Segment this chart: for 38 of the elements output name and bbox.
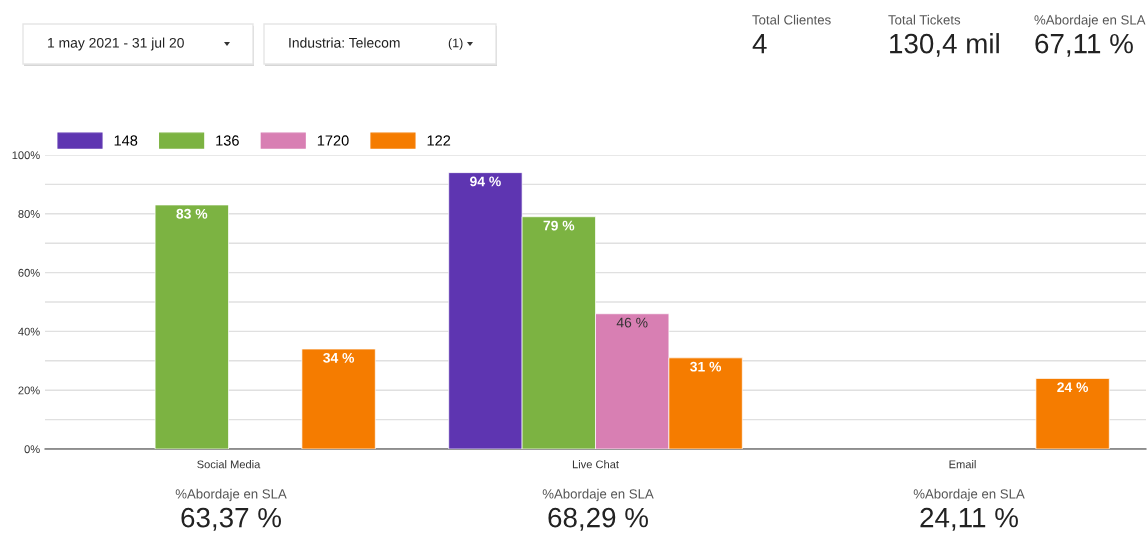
y-tick-label: 0%: [24, 445, 40, 454]
data-label: 79 %: [543, 220, 575, 231]
text: 24,11 %: [920, 507, 1018, 531]
y-tick-label: 60%: [18, 268, 40, 277]
text: %Abordaje en SLA: [542, 488, 654, 502]
text: %Abordaje en SLA: [1034, 14, 1146, 28]
data-label: 83 %: [176, 208, 208, 219]
text: Total Tickets: [888, 14, 961, 25]
x-tick-label: Live Chat: [572, 460, 619, 469]
text: 1 may 2021 - 31 jul 20: [48, 37, 184, 51]
legend-label: 136: [216, 135, 239, 146]
y-tick-label: 20%: [18, 386, 40, 395]
y-tick-label: 100%: [12, 151, 40, 160]
legend-label: 148: [114, 135, 138, 146]
text: (1): [448, 38, 463, 50]
text: %Abordaje en SLA: [175, 488, 287, 502]
data-label: 31 %: [690, 361, 722, 372]
x-tick-label: Social Media: [197, 460, 261, 469]
y-tick-label: 40%: [18, 327, 40, 336]
text: Total Clientes: [752, 14, 831, 25]
x-tick-label: Email: [949, 460, 976, 469]
text: 68,29 %: [548, 507, 648, 531]
bar: [1035, 378, 1110, 449]
legend-label: 122: [427, 135, 451, 146]
data-label: 94 %: [470, 176, 501, 187]
y-tick-label: 80%: [18, 210, 40, 218]
text: 67,11 %: [1035, 33, 1133, 57]
text: %Abordaje en SLA: [913, 488, 1025, 502]
data-label: 34 %: [323, 352, 355, 363]
data-label: 24 %: [1057, 382, 1089, 393]
text: 130,4 mil: [890, 33, 999, 57]
bar: [154, 204, 229, 449]
text: 4: [752, 34, 767, 54]
text: 63,37 %: [181, 507, 281, 531]
bar: [301, 348, 376, 449]
data-label: 46 %: [616, 317, 648, 328]
text: Industria: Telecom: [289, 37, 400, 48]
legend-label: 1720: [317, 135, 349, 146]
